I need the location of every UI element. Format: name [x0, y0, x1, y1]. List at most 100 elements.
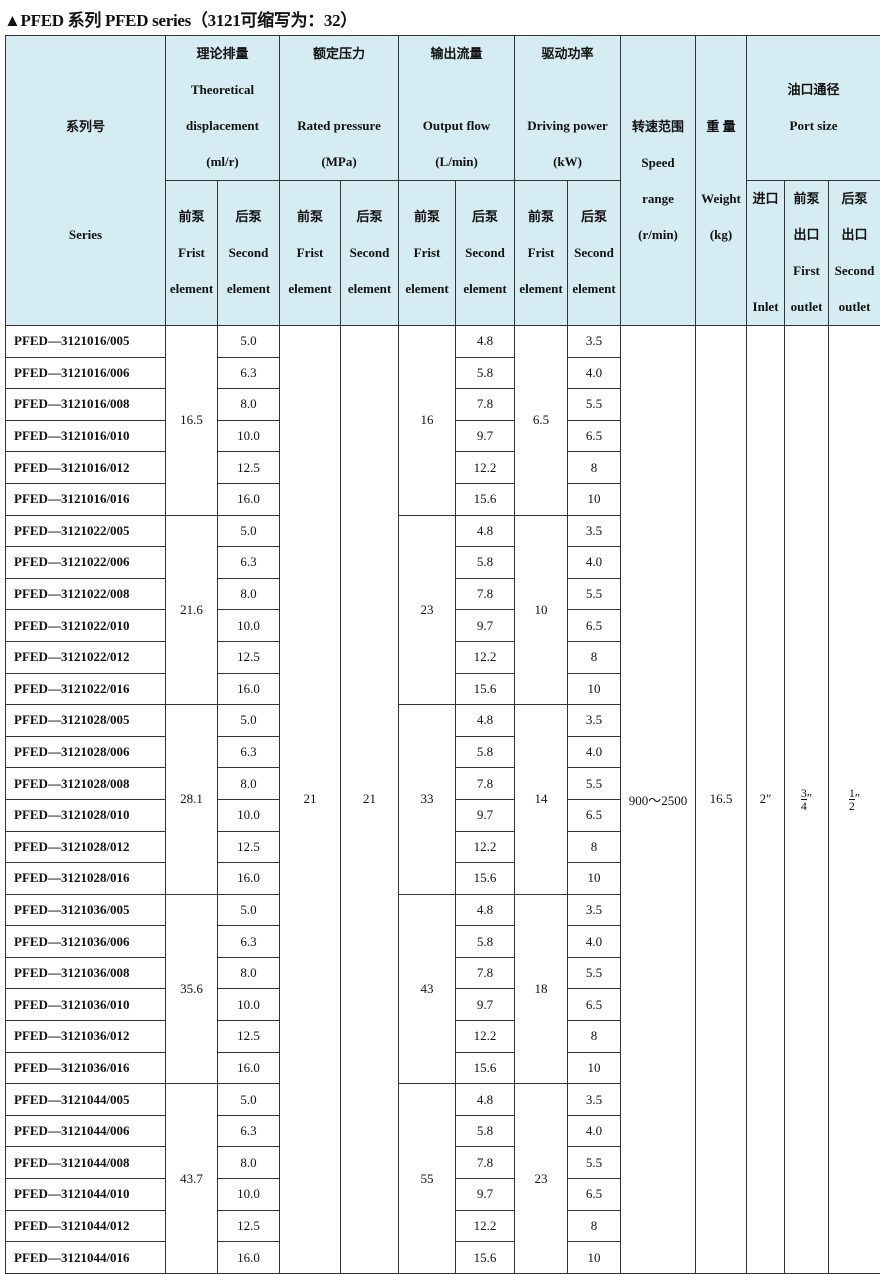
disp-rear-cell: 10.0 [218, 420, 280, 452]
flow-rear-cell: 5.8 [456, 357, 515, 389]
series-cell: PFED—3121036/008 [6, 957, 166, 989]
rear-en1: Second [568, 235, 620, 271]
flow-rear-cell: 12.2 [456, 452, 515, 484]
header-weight-unit: (kg) [696, 217, 746, 253]
flow-front-cell: 23 [399, 515, 456, 705]
power-rear-cell: 8 [568, 1021, 621, 1053]
disp-rear-cell: 6.3 [218, 357, 280, 389]
header-pressure-cn: 额定压力 [280, 36, 398, 72]
header-weight-cn: 重 量 [696, 109, 746, 145]
header-speed-en2: range [621, 181, 695, 217]
front-en2: element [399, 271, 455, 307]
rear-en2: element [341, 271, 398, 307]
disp-rear-cell: 5.0 [218, 1084, 280, 1116]
series-cell: PFED—3121016/006 [6, 357, 166, 389]
power-rear-cell: 6.5 [568, 610, 621, 642]
series-cell: PFED—3121044/006 [6, 1115, 166, 1147]
disp-front-cell: 28.1 [166, 705, 218, 895]
front-en1: Frist [280, 235, 340, 271]
speed-cell: 900～2500 [621, 326, 696, 1274]
power-rear-cell: 6.5 [568, 799, 621, 831]
flow-rear-cell: 7.8 [456, 957, 515, 989]
disp-rear-cell: 10.0 [218, 610, 280, 642]
series-cell: PFED—3121022/006 [6, 547, 166, 579]
header-power-unit: (kW) [515, 144, 620, 180]
power-rear-cell: 4.0 [568, 926, 621, 958]
rear-en2: element [218, 271, 279, 307]
first-outlet-cn2: 出口 [785, 217, 828, 253]
header-speed-cn: 转速范围 [621, 109, 695, 145]
series-cell: PFED—3121022/008 [6, 578, 166, 610]
front-en2: element [166, 271, 217, 307]
header-speed-en1: Speed [621, 145, 695, 181]
disp-rear-cell: 5.0 [218, 326, 280, 358]
flow-rear-cell: 5.8 [456, 736, 515, 768]
disp-rear-cell: 12.5 [218, 1210, 280, 1242]
flow-rear-cell: 7.8 [456, 578, 515, 610]
front-en1: Frist [515, 235, 567, 271]
rear-en1: Second [456, 235, 514, 271]
disp-rear-cell: 6.3 [218, 926, 280, 958]
power-rear-cell: 5.5 [568, 389, 621, 421]
header-pressure-unit: (MPa) [280, 144, 398, 180]
disp-rear-cell: 6.3 [218, 1115, 280, 1147]
second-outlet-cn1: 后泵 [829, 181, 880, 217]
first-outlet-cn1: 前泵 [785, 181, 828, 217]
front-en1: Frist [399, 235, 455, 271]
disp-rear-cell: 5.0 [218, 894, 280, 926]
power-rear-cell: 3.5 [568, 1084, 621, 1116]
power-rear-cell: 6.5 [568, 989, 621, 1021]
header-displacement: 理论排量 Theoretical displacement (ml/r) [166, 36, 280, 181]
inlet-cell: 2″ [747, 326, 785, 1274]
power-rear-cell: 6.5 [568, 1179, 621, 1211]
flow-front-cell: 16 [399, 326, 456, 516]
disp-rear-cell: 10.0 [218, 989, 280, 1021]
flow-rear-cell: 4.8 [456, 515, 515, 547]
flow-front-cell: 33 [399, 705, 456, 895]
rear-cn: 后泵 [218, 199, 279, 235]
front-cn: 前泵 [280, 199, 340, 235]
second-outlet-en1: Second [829, 253, 880, 289]
power-rear-cell: 10 [568, 673, 621, 705]
series-cell: PFED—3121028/005 [6, 705, 166, 737]
flow-rear-cell: 7.8 [456, 1147, 515, 1179]
power-rear-cell: 4.0 [568, 547, 621, 579]
power-rear-cell: 3.5 [568, 326, 621, 358]
pressure-front-cell: 21 [280, 326, 341, 1274]
series-cell: PFED—3121028/008 [6, 768, 166, 800]
flow-rear-cell: 9.7 [456, 1179, 515, 1211]
disp-rear-cell: 8.0 [218, 389, 280, 421]
series-cell: PFED—3121016/008 [6, 389, 166, 421]
rear-en1: Second [218, 235, 279, 271]
flow-rear-cell: 15.6 [456, 863, 515, 895]
power-rear-cell: 3.5 [568, 705, 621, 737]
power-rear-cell: 10 [568, 483, 621, 515]
flow-front-cell: 55 [399, 1084, 456, 1274]
header-weight: 重 量 Weight (kg) [696, 36, 747, 326]
header-speed: 转速范围 Speed range (r/min) [621, 36, 696, 326]
header-displacement-unit: (ml/r) [166, 144, 279, 180]
header-port-cn: 油口通径 [747, 72, 880, 108]
power-front-cell: 10 [515, 515, 568, 705]
disp-rear-cell: 16.0 [218, 863, 280, 895]
header-power: 驱动功率 Driving power (kW) [515, 36, 621, 181]
flow-rear-cell: 7.8 [456, 768, 515, 800]
series-cell: PFED—3121036/006 [6, 926, 166, 958]
series-cell: PFED—3121028/006 [6, 736, 166, 768]
power-rear-cell: 4.0 [568, 357, 621, 389]
header-displacement-en2: displacement [166, 108, 279, 144]
rear-en2: element [456, 271, 514, 307]
header-port-size: 油口通径 Port size [747, 36, 880, 181]
flow-rear-cell: 15.6 [456, 1242, 515, 1274]
flow-rear-cell: 12.2 [456, 641, 515, 673]
header-displacement-en1: Theoretical [166, 72, 279, 108]
power-front-cell: 18 [515, 894, 568, 1084]
power-rear-cell: 10 [568, 1242, 621, 1274]
